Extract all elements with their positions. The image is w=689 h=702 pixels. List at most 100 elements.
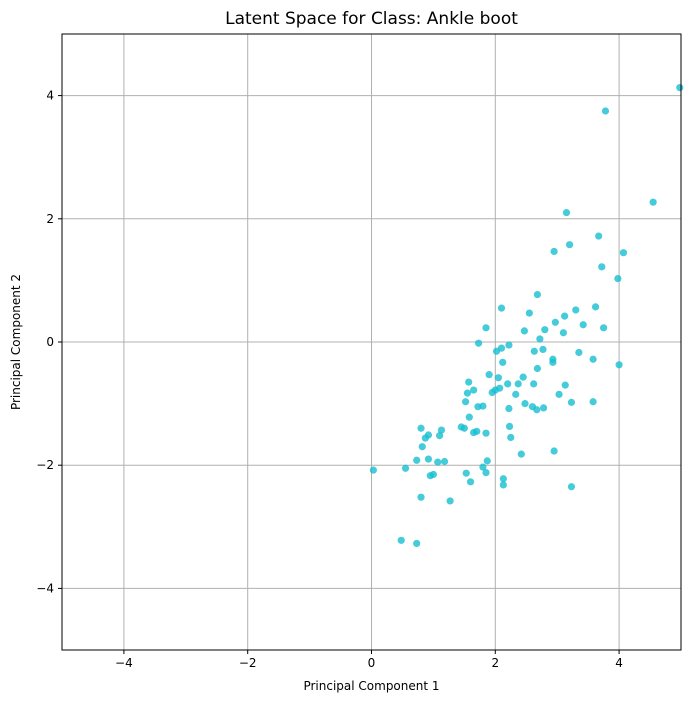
data-point xyxy=(601,107,610,115)
data-point xyxy=(517,450,525,458)
data-point xyxy=(539,345,547,353)
data-point xyxy=(541,326,549,334)
data-point xyxy=(465,413,473,421)
data-point xyxy=(446,497,454,505)
data-point xyxy=(434,458,442,466)
data-point xyxy=(572,306,580,314)
data-point xyxy=(505,422,514,430)
data-point xyxy=(473,427,481,435)
data-point xyxy=(519,373,527,381)
data-point xyxy=(474,339,483,347)
data-point xyxy=(530,347,538,355)
data-point xyxy=(567,398,576,406)
data-point xyxy=(482,429,490,437)
x-tick-label: 0 xyxy=(368,656,376,670)
data-point xyxy=(504,380,512,388)
data-point xyxy=(512,390,520,398)
grid-lines xyxy=(62,34,681,650)
data-point xyxy=(525,309,533,317)
x-axis-label: Principal Component 1 xyxy=(303,679,439,693)
data-point xyxy=(369,466,377,474)
data-point xyxy=(482,324,490,332)
data-point xyxy=(565,241,574,249)
x-tick-label: 2 xyxy=(491,656,499,670)
data-point xyxy=(462,469,470,477)
data-point xyxy=(589,355,597,363)
y-tick-label: 2 xyxy=(46,212,54,226)
data-point xyxy=(429,470,437,479)
data-point xyxy=(413,456,421,464)
y-tick-label: −2 xyxy=(36,458,54,472)
data-point xyxy=(559,329,567,337)
data-point xyxy=(555,390,563,398)
data-point xyxy=(460,424,468,432)
data-point xyxy=(549,358,557,366)
y-axis-ticks: −4 −2 0 2 4 xyxy=(36,89,62,595)
data-point xyxy=(461,398,470,406)
data-point xyxy=(437,426,446,434)
data-point xyxy=(418,443,426,451)
data-point xyxy=(567,483,576,491)
data-point xyxy=(533,290,541,299)
data-point xyxy=(417,493,425,501)
data-point xyxy=(550,247,558,256)
data-point xyxy=(401,464,410,472)
data-point xyxy=(485,371,493,379)
y-tick-label: −4 xyxy=(36,581,54,595)
plot-area xyxy=(61,33,684,651)
data-point xyxy=(550,447,558,455)
data-point xyxy=(494,374,502,382)
chart-title: Latent Space for Class: Ankle boot xyxy=(225,9,518,29)
data-point xyxy=(598,263,606,271)
data-point xyxy=(470,386,478,394)
data-point xyxy=(591,303,600,311)
data-point xyxy=(551,318,559,326)
data-point xyxy=(497,304,506,312)
data-point xyxy=(575,348,583,357)
data-point xyxy=(533,406,541,414)
x-tick-label: 4 xyxy=(615,656,623,670)
data-point xyxy=(440,457,449,466)
data-point xyxy=(619,249,628,257)
data-point xyxy=(479,463,487,471)
data-point xyxy=(505,404,513,413)
data-point xyxy=(676,83,684,92)
data-point xyxy=(521,400,529,408)
data-point xyxy=(505,341,513,349)
y-tick-label: 4 xyxy=(46,89,54,103)
data-point xyxy=(499,358,507,366)
data-point xyxy=(466,478,475,486)
x-axis-ticks: −4 −2 0 2 4 xyxy=(115,650,623,670)
data-point xyxy=(435,432,444,440)
data-point xyxy=(465,378,473,386)
data-point xyxy=(579,321,587,329)
y-axis-label: Principal Component 2 xyxy=(9,274,23,410)
data-point xyxy=(507,433,515,442)
data-point xyxy=(589,398,597,406)
data-point xyxy=(561,381,569,389)
data-point xyxy=(530,380,538,388)
x-tick-label: −2 xyxy=(239,656,257,670)
data-point xyxy=(413,539,421,548)
data-point xyxy=(533,364,541,373)
data-point xyxy=(424,455,433,463)
data-point xyxy=(499,481,507,489)
data-point xyxy=(539,404,548,412)
data-point xyxy=(600,324,608,332)
y-tick-label: 0 xyxy=(46,335,54,349)
data-points xyxy=(369,83,684,548)
data-point xyxy=(614,274,622,283)
data-point xyxy=(615,361,623,369)
data-point xyxy=(536,335,544,343)
data-point xyxy=(595,232,603,240)
x-tick-label: −4 xyxy=(115,656,133,670)
data-point xyxy=(482,468,490,477)
data-point xyxy=(424,431,433,439)
data-point xyxy=(496,384,504,392)
data-point xyxy=(499,475,507,483)
data-point xyxy=(417,424,425,432)
data-point xyxy=(397,536,405,544)
data-point xyxy=(520,327,528,335)
data-point xyxy=(561,312,569,320)
